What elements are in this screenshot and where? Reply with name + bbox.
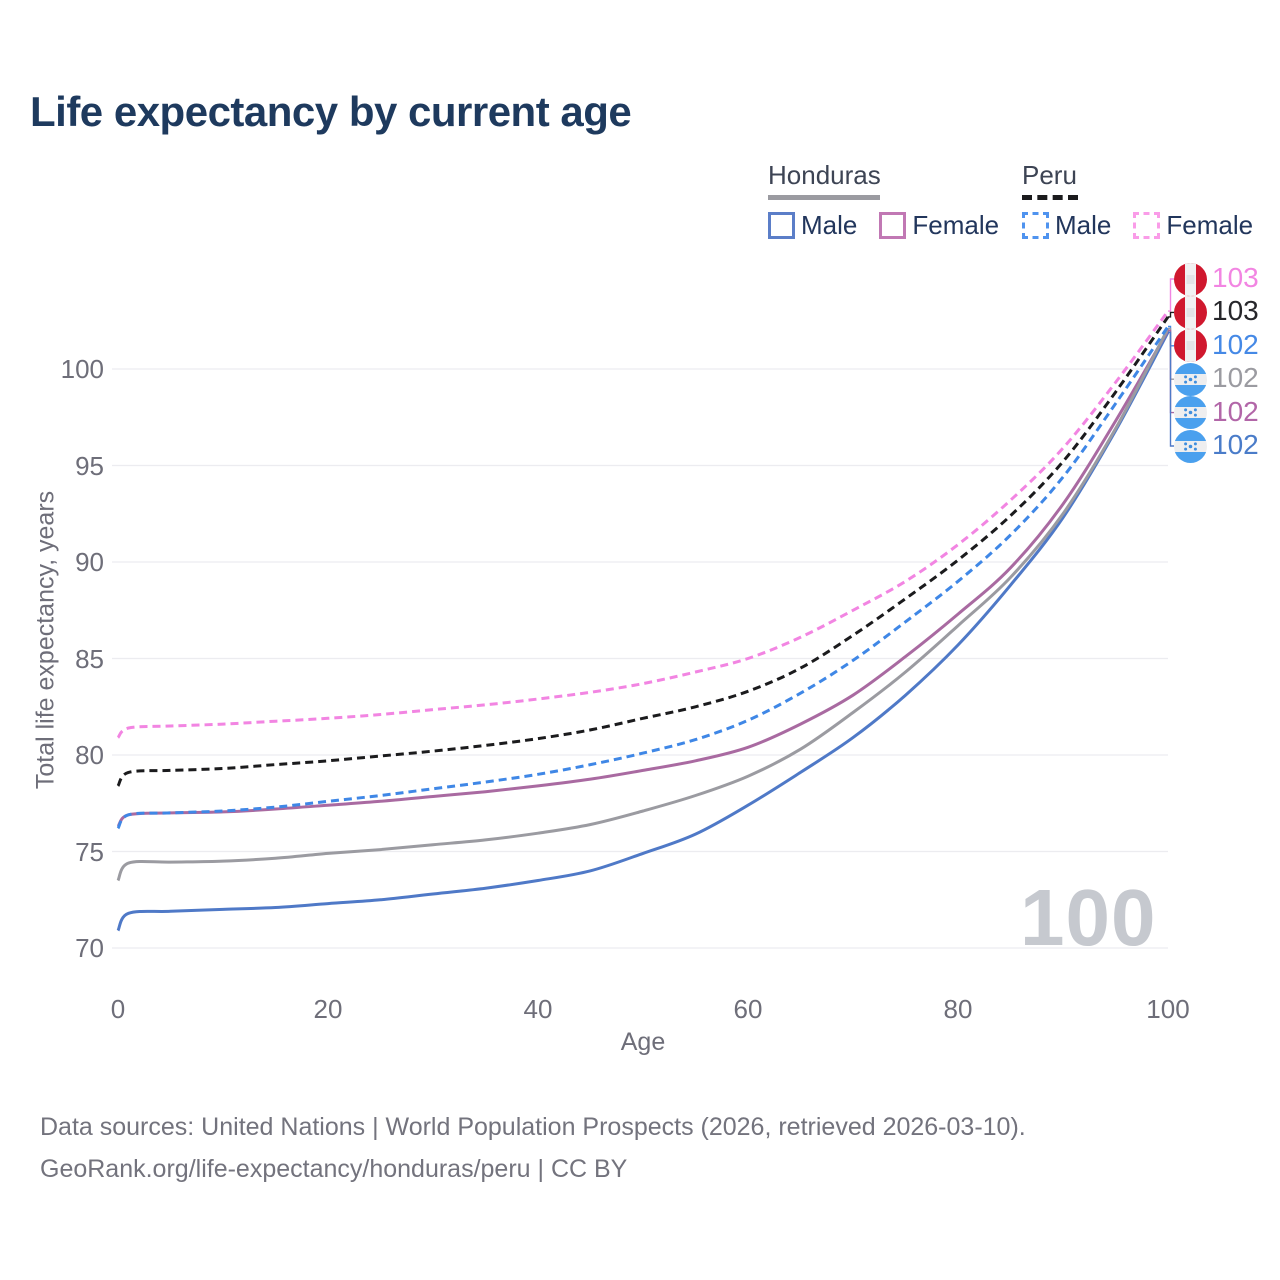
legend-item-label: Female xyxy=(1166,210,1254,240)
peru-flag-icon xyxy=(1174,262,1207,296)
legend-group-peru-title: Peru xyxy=(1022,160,1077,190)
leader-line-peru-female xyxy=(1168,278,1174,312)
series-line-peru-total xyxy=(116,316,1170,787)
honduras-female-swatch-icon xyxy=(879,212,907,239)
honduras-line-style-swatch xyxy=(768,195,880,200)
leader-line-honduras-male xyxy=(1168,331,1174,447)
age-counter-watermark: 100 xyxy=(1020,873,1157,962)
y-tick-label: 100 xyxy=(60,354,104,384)
end-value-label-peru-total: 103 xyxy=(1212,295,1259,327)
legend-item-honduras-male[interactable]: Male xyxy=(768,210,857,241)
x-tick-label: 40 xyxy=(523,994,553,1024)
peru-flag-icon xyxy=(1174,329,1207,363)
y-tick-label: 85 xyxy=(75,643,104,674)
end-value-label-peru-female: 103 xyxy=(1212,262,1259,293)
legend-item-peru-female[interactable]: Female xyxy=(1133,210,1253,241)
legend-item-label: Female xyxy=(912,210,1000,240)
legend-group-honduras-title: Honduras xyxy=(768,160,881,190)
legend-group-honduras: Honduras Male Female xyxy=(768,160,999,241)
series-line-honduras-female xyxy=(116,329,1170,828)
peru-male-swatch-icon xyxy=(1022,212,1049,239)
y-tick-label: 80 xyxy=(75,740,104,770)
series-line-honduras-total xyxy=(116,327,1170,882)
leader-line-peru-total xyxy=(1168,311,1174,318)
legend-group-peru: Peru Male Female xyxy=(1022,160,1253,241)
series-line-peru-male xyxy=(116,325,1170,830)
legend-item-honduras-female[interactable]: Female xyxy=(879,210,999,241)
x-tick-label: 60 xyxy=(733,994,763,1024)
legend-item-peru-male[interactable]: Male xyxy=(1022,210,1111,241)
honduras-male-swatch-icon xyxy=(768,212,795,239)
legend-items-honduras: Male Female xyxy=(768,210,999,241)
y-tick-label: 90 xyxy=(75,547,104,577)
x-tick-label: 20 xyxy=(313,994,343,1024)
x-tick-label: 80 xyxy=(943,994,973,1024)
honduras-flag-icon xyxy=(1174,362,1207,396)
y-tick-label: 70 xyxy=(75,933,104,963)
legend-item-label: Male xyxy=(1055,210,1112,240)
legend-items-peru: Male Female xyxy=(1022,210,1253,241)
x-tick-label: 100 xyxy=(1146,994,1190,1024)
end-value-label-honduras-female: 102 xyxy=(1212,395,1259,427)
y-tick-label: 75 xyxy=(75,836,104,867)
end-value-label-honduras-male: 102 xyxy=(1212,429,1259,460)
legend-item-label: Male xyxy=(801,210,858,240)
honduras-flag-icon xyxy=(1174,429,1207,463)
y-axis-title: Total life expectancy, years xyxy=(31,490,60,790)
x-axis-title: Age xyxy=(620,1028,666,1056)
series-line-peru-female xyxy=(116,310,1170,739)
honduras-flag-icon xyxy=(1174,396,1207,430)
footer: Data sources: United Nations | World Pop… xyxy=(40,1106,1026,1190)
peru-female-swatch-icon xyxy=(1133,212,1161,239)
peru-line-style-swatch xyxy=(1022,195,1078,200)
end-value-label-peru-male: 102 xyxy=(1212,328,1259,360)
end-value-label-honduras-total: 102 xyxy=(1212,362,1259,394)
peru-flag-icon xyxy=(1174,295,1207,329)
footer-attribution: GeoRank.org/life-expectancy/honduras/per… xyxy=(40,1155,628,1183)
page-title: Life expectancy by current age xyxy=(30,88,632,135)
footer-data-sources: Data sources: United Nations | World Pop… xyxy=(40,1113,1026,1141)
x-tick-label: 0 xyxy=(110,994,126,1024)
series-line-honduras-male xyxy=(116,331,1170,932)
y-tick-label: 95 xyxy=(75,450,104,481)
